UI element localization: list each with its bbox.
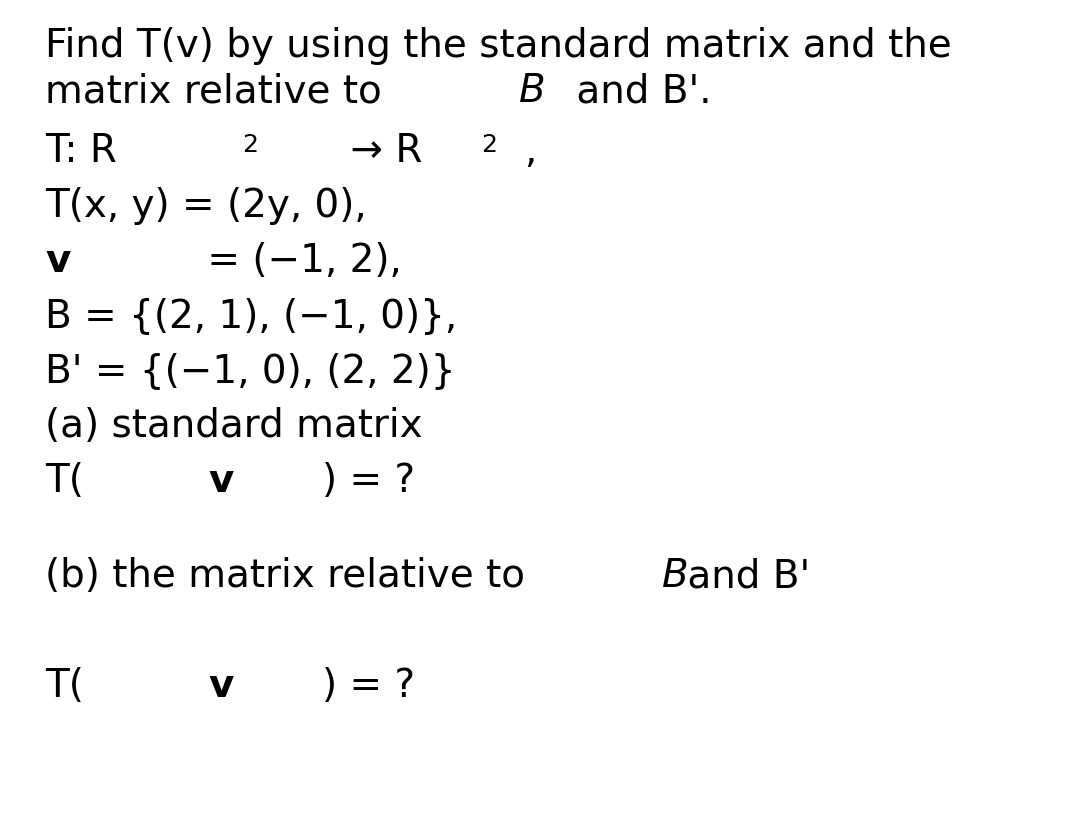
- Text: v: v: [45, 242, 70, 280]
- Text: T(: T(: [45, 462, 84, 500]
- Text: ) = ?: ) = ?: [322, 462, 416, 500]
- Text: T(: T(: [45, 667, 84, 705]
- Text: ,: ,: [524, 132, 537, 170]
- Text: 2: 2: [482, 133, 498, 157]
- Text: v: v: [208, 462, 234, 500]
- Text: B: B: [662, 557, 689, 595]
- Text: and B'.: and B'.: [564, 72, 712, 110]
- Text: ) = ?: ) = ?: [322, 667, 416, 705]
- Text: B: B: [519, 72, 545, 110]
- Text: Find T(v) by using the standard matrix and the: Find T(v) by using the standard matrix a…: [45, 27, 951, 65]
- Text: = (−1, 2),: = (−1, 2),: [195, 242, 402, 280]
- Text: B = {(2, 1), (−1, 0)},: B = {(2, 1), (−1, 0)},: [45, 297, 457, 335]
- Text: and B': and B': [675, 557, 810, 595]
- Text: B' = {(−1, 0), (2, 2)}: B' = {(−1, 0), (2, 2)}: [45, 352, 456, 390]
- Text: T: R: T: R: [45, 132, 117, 170]
- Text: v: v: [208, 667, 234, 705]
- Text: 2: 2: [242, 133, 258, 157]
- Text: matrix relative to: matrix relative to: [45, 72, 394, 110]
- Text: (b) the matrix relative to: (b) the matrix relative to: [45, 557, 538, 595]
- Text: (a) standard matrix: (a) standard matrix: [45, 407, 422, 445]
- Text: T(x, y) = (2y, 0),: T(x, y) = (2y, 0),: [45, 187, 366, 225]
- Text: → R: → R: [338, 132, 422, 170]
